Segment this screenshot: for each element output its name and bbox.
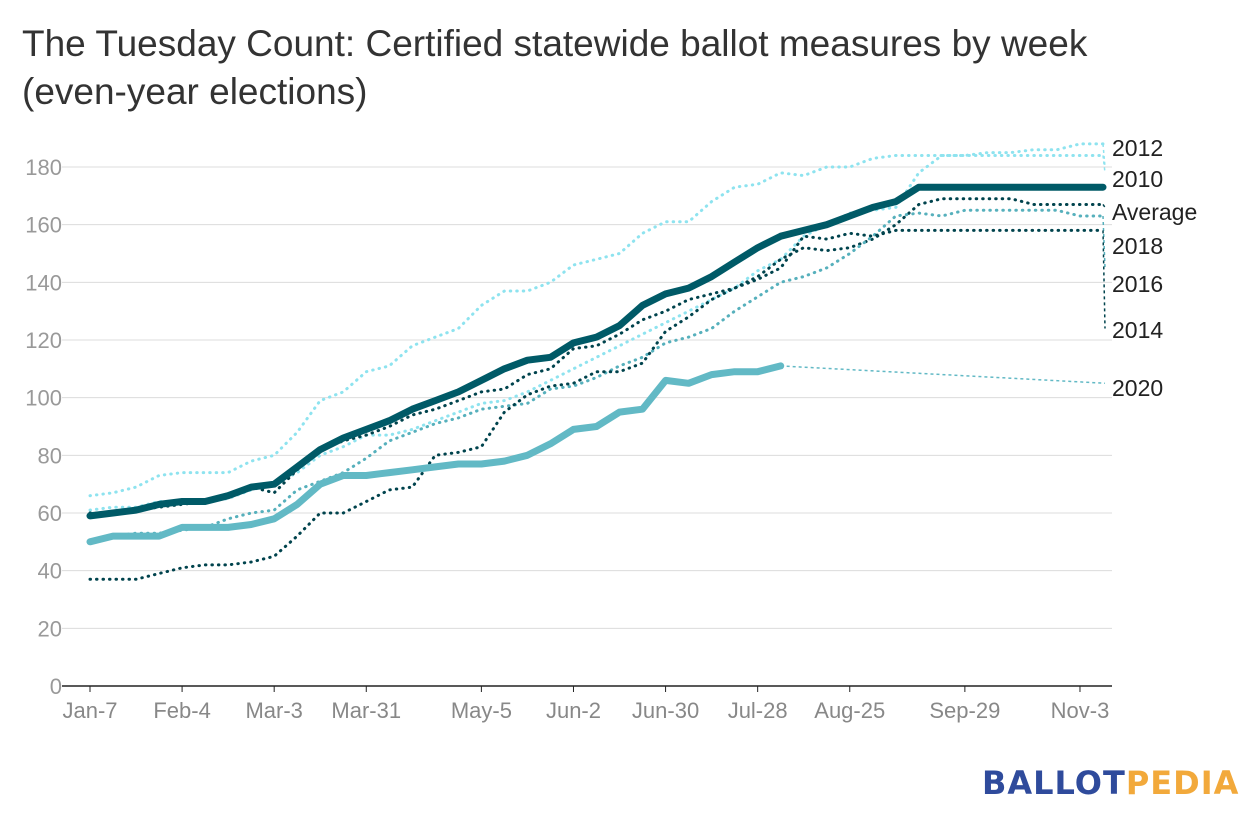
y-tick-label: 120 [25,328,62,353]
x-tick-label: Jul-28 [728,698,788,723]
y-tick-label: 160 [25,213,62,238]
series-leader-2012 [1102,143,1106,168]
x-tick-label: May-5 [451,698,512,723]
series-line-2014 [88,228,1105,581]
series-leader-2010 [1102,155,1106,173]
y-tick-label: 140 [25,270,62,295]
series-leader-2014 [1102,230,1106,329]
x-tick-label: Jun-30 [632,698,699,723]
y-tick-label: 40 [38,559,62,584]
series-label-2018: 2018 [1112,233,1163,259]
series-leader-2020 [780,365,1106,384]
series-label-2020: 2020 [1112,375,1163,401]
x-tick-label: Mar-3 [245,698,302,723]
series-label-2016: 2016 [1112,271,1163,297]
x-tick-label: Jan-7 [62,698,117,723]
series-label-2012: 2012 [1112,135,1163,161]
series-leader-2016 [1102,215,1106,268]
series-line-2012 [88,142,1105,498]
x-tick-label: Mar-31 [331,698,401,723]
series-line-2020 [86,362,785,546]
series-label-2014: 2014 [1112,317,1163,343]
series-line-average [86,183,1107,520]
y-tick-label: 60 [38,501,62,526]
series-label-2010: 2010 [1112,166,1163,192]
x-tick-label: Feb-4 [153,698,210,723]
series-label-average: Average [1112,199,1197,225]
logo-part-ballot: BALLOT [982,764,1126,802]
y-tick-label: 0 [50,674,62,699]
ballotpedia-logo: BALLOTPEDIA [982,764,1239,802]
y-tick-label: 80 [38,443,62,468]
logo-part-pedia: PEDIA [1125,764,1240,802]
series-line-2010 [88,154,1105,512]
y-tick-label: 100 [25,386,62,411]
x-tick-label: Aug-25 [814,698,885,723]
chart-title: The Tuesday Count: Certified statewide b… [22,23,1088,112]
y-tick-label: 20 [38,616,62,641]
x-tick-label: Sep-29 [929,698,1000,723]
x-tick-label: Jun-2 [546,698,601,723]
x-tick-label: Nov-3 [1051,698,1110,723]
y-tick-label: 180 [25,155,62,180]
series-leader-2018 [1102,204,1106,208]
